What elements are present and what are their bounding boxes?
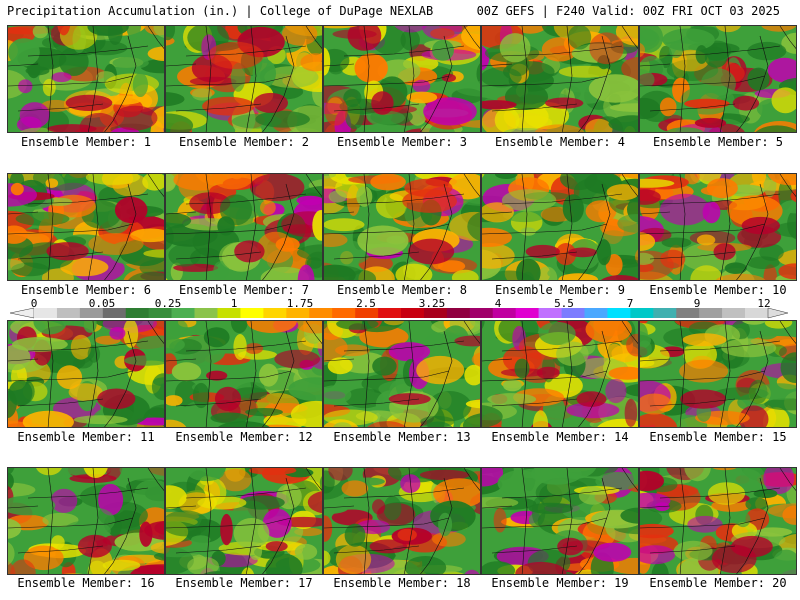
colorbar-swatch xyxy=(492,308,516,318)
member-label: Ensemble Member: 2 xyxy=(178,135,310,149)
member-map-panel xyxy=(639,320,797,428)
member-label: Ensemble Member: 20 xyxy=(649,576,787,590)
colorbar-swatch xyxy=(469,308,494,318)
colorbar-swatch xyxy=(378,308,402,318)
colorbar-tick-label: 1.75 xyxy=(286,297,314,310)
colorbar-swatch xyxy=(538,308,562,318)
member-map-panel xyxy=(323,25,481,133)
colorbar-swatch xyxy=(102,308,127,318)
member-map-panel xyxy=(481,25,639,133)
member-label: Ensemble Member: 17 xyxy=(175,576,313,590)
colorbar-swatch xyxy=(332,308,356,318)
colorbar-swatch xyxy=(125,308,149,318)
colorbar-swatch xyxy=(722,308,746,318)
member-map-panel xyxy=(639,467,797,575)
colorbar-swatch xyxy=(676,308,700,318)
member-map-panel xyxy=(481,173,639,281)
colorbar-swatch xyxy=(515,308,539,318)
colorbar-swatch xyxy=(148,308,172,318)
member-label: Ensemble Member: 4 xyxy=(494,135,626,149)
colorbar-swatch xyxy=(194,308,218,318)
colorbar-tick-label: 1 xyxy=(230,297,238,310)
member-label: Ensemble Member: 15 xyxy=(649,430,787,444)
colorbar-tick-label: 4 xyxy=(494,297,502,310)
colorbar-tick-label: 0.05 xyxy=(88,297,116,310)
colorbar-tick-label: 0.25 xyxy=(154,297,182,310)
member-label: Ensemble Member: 3 xyxy=(336,135,468,149)
colorbar-tick-label: 9 xyxy=(693,297,701,310)
colorbar-tick-label: 2.5 xyxy=(356,297,376,310)
run-valid-time: 00Z GEFS | F240 Valid: 00Z FRI OCT 03 20… xyxy=(476,4,780,18)
member-map-panel xyxy=(7,173,165,281)
colorbar-tick-label: 5.5 xyxy=(554,297,574,310)
member-label: Ensemble Member: 12 xyxy=(175,430,313,444)
member-label: Ensemble Member: 11 xyxy=(17,430,155,444)
colorbar-swatch xyxy=(584,308,608,318)
member-map-panel xyxy=(7,25,165,133)
member-label: Ensemble Member: 16 xyxy=(17,576,155,590)
colorbar-swatch xyxy=(34,308,58,318)
precip-colorbar xyxy=(9,307,789,319)
colorbar-swatch xyxy=(745,308,769,318)
member-label: Ensemble Member: 9 xyxy=(494,283,626,297)
member-label: Ensemble Member: 5 xyxy=(652,135,784,149)
colorbar-tick-label: 3.25 xyxy=(418,297,446,310)
colorbar-max-arrow xyxy=(767,307,789,319)
colorbar-tick-label: 12 xyxy=(757,297,771,310)
member-map-panel xyxy=(165,25,323,133)
colorbar-swatch xyxy=(56,308,81,318)
colorbar-swatch xyxy=(561,308,585,318)
colorbar-swatch xyxy=(79,308,104,318)
member-label: Ensemble Member: 6 xyxy=(20,283,152,297)
colorbar-swatch xyxy=(401,308,425,318)
colorbar-swatch xyxy=(630,308,654,318)
member-label: Ensemble Member: 14 xyxy=(491,430,629,444)
member-map-panel xyxy=(7,467,165,575)
member-label: Ensemble Member: 13 xyxy=(333,430,471,444)
member-map-panel xyxy=(481,467,639,575)
member-map-panel xyxy=(323,320,481,428)
colorbar-swatch xyxy=(446,308,471,318)
colorbar-swatch xyxy=(607,308,631,318)
member-label: Ensemble Member: 18 xyxy=(333,576,471,590)
colorbar-swatch xyxy=(309,308,333,318)
member-map-panel xyxy=(323,467,481,575)
member-label: Ensemble Member: 19 xyxy=(491,576,629,590)
colorbar-tick-label: 7 xyxy=(626,297,634,310)
member-map-panel xyxy=(481,320,639,428)
colorbar-swatch xyxy=(286,308,310,318)
member-label: Ensemble Member: 8 xyxy=(336,283,468,297)
colorbar-swatch xyxy=(653,308,677,318)
colorbar-swatch xyxy=(240,308,264,318)
member-map-panel xyxy=(165,173,323,281)
colorbar-tick-label: 0 xyxy=(30,297,38,310)
member-label: Ensemble Member: 10 xyxy=(649,283,787,297)
member-map-panel xyxy=(165,320,323,428)
member-map-panel xyxy=(639,173,797,281)
member-map-panel xyxy=(639,25,797,133)
member-label: Ensemble Member: 7 xyxy=(178,283,310,297)
member-map-panel xyxy=(165,467,323,575)
colorbar-swatch xyxy=(263,308,287,318)
member-label: Ensemble Member: 1 xyxy=(20,135,152,149)
member-map-panel xyxy=(323,173,481,281)
colorbar-swatch xyxy=(217,308,241,318)
colorbar-swatch xyxy=(171,308,195,318)
colorbar-swatch xyxy=(699,308,723,318)
colorbar-swatch xyxy=(355,308,379,318)
colorbar-swatch xyxy=(423,308,448,318)
member-map-panel xyxy=(7,320,165,428)
map-title: Precipitation Accumulation (in.) | Colle… xyxy=(7,4,434,18)
